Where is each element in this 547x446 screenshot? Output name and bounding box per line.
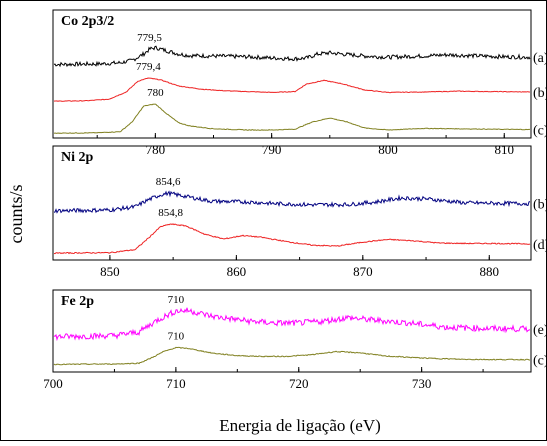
- panel-title: Co 2p3/2: [61, 14, 114, 29]
- x-tick-label: 810: [495, 142, 515, 157]
- panel-title: Ni 2p: [61, 150, 94, 165]
- x-tick-label: 870: [353, 264, 373, 279]
- x-tick-label: 720: [289, 376, 309, 391]
- series-line: [53, 45, 531, 68]
- series-line: [53, 103, 530, 134]
- x-tick-label: 850: [100, 264, 120, 279]
- peak-label: 779,5: [137, 32, 162, 44]
- series-label: (a): [533, 51, 547, 66]
- panel-frame: [52, 9, 532, 139]
- series-label: (b): [533, 198, 547, 213]
- panel-1: Ni 2p 850 860 870 880 (b) 854,6 (d) 854,8: [52, 145, 547, 279]
- peak-label: 854,6: [156, 176, 181, 188]
- x-tick-label: 790: [262, 142, 282, 157]
- peak-label: 780: [147, 87, 164, 99]
- panel-title: Fe 2p: [61, 294, 94, 309]
- panel-frame: [52, 289, 532, 373]
- x-tick-label: 700: [43, 376, 63, 391]
- x-tick-label: 880: [480, 264, 500, 279]
- series-label: (e): [533, 323, 547, 338]
- panels: Co 2p3/2 780 790 800 810 (a) 779,5 (b) 779,4 (c) 7…: [43, 9, 547, 391]
- y-axis-label: counts/s: [6, 184, 26, 243]
- peak-label: 779,4: [136, 61, 161, 73]
- series-line: [53, 346, 531, 366]
- x-tick-label: 860: [227, 264, 247, 279]
- series-label: (c): [533, 124, 547, 139]
- panel-0: Co 2p3/2 780 790 800 810 (a) 779,5 (b) 779,4 (c) 7…: [52, 9, 547, 157]
- panel-frame: [52, 145, 532, 261]
- peak-label: 710: [168, 331, 185, 343]
- x-tick-label: 800: [378, 142, 398, 157]
- series-line: [53, 190, 531, 214]
- x-tick-label: 780: [146, 142, 166, 157]
- x-axis-label: Energia de ligação (eV): [219, 416, 381, 435]
- peak-label: 710: [168, 294, 185, 306]
- panel-2: Fe 2p 700 710 720 730 (e) 710 (c) 710: [43, 289, 547, 391]
- series-line: [53, 307, 531, 342]
- x-tick-label: 710: [166, 376, 186, 391]
- peak-label: 854,8: [158, 207, 183, 219]
- series-label: (b): [533, 86, 547, 101]
- series-line: [53, 223, 531, 255]
- x-tick-label: 730: [412, 376, 432, 391]
- series-label: (c): [533, 354, 547, 369]
- series-label: (d): [533, 238, 547, 253]
- series-line: [53, 77, 530, 102]
